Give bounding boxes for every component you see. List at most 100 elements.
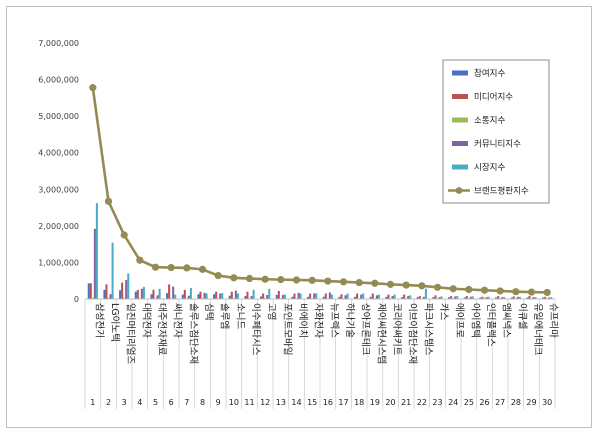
bar-참여지수 bbox=[307, 296, 310, 299]
bar-커뮤니티지수 bbox=[297, 292, 300, 299]
bar-미디어지수 bbox=[387, 294, 390, 299]
x-category-label: 이브이첨단소재 bbox=[407, 303, 418, 364]
bar-미디어지수 bbox=[89, 283, 92, 299]
bar-커뮤니티지수 bbox=[391, 296, 394, 299]
x-category-label: 대덕전자 bbox=[140, 303, 151, 338]
bar-커뮤니티지수 bbox=[454, 296, 457, 299]
x-rank-label: 24 bbox=[448, 398, 458, 407]
x-rank-label: 18 bbox=[354, 398, 364, 407]
bar-참여지수 bbox=[369, 296, 372, 299]
line-point bbox=[198, 265, 207, 273]
x-category-label: 아이엠텍 bbox=[469, 303, 481, 338]
bar-커뮤니티지수 bbox=[156, 295, 159, 299]
bar-참여지수 bbox=[275, 294, 278, 299]
bar-참여지수 bbox=[213, 294, 216, 299]
x-category-label: 포인트모바일 bbox=[281, 303, 292, 355]
x-rank-label: 17 bbox=[338, 398, 348, 407]
bar-시장지수 bbox=[503, 297, 506, 299]
bar-참여지수 bbox=[495, 297, 498, 299]
bar-커뮤니티지수 bbox=[438, 297, 441, 299]
bar-커뮤니티지수 bbox=[281, 294, 284, 299]
legend-entry-label: 브랜드평판지수 bbox=[474, 186, 529, 197]
x-category-label: 자화전자 bbox=[313, 303, 324, 338]
bar-시장지수 bbox=[283, 294, 286, 299]
bar-커뮤니티지수 bbox=[140, 288, 143, 299]
bar-미디어지수 bbox=[230, 291, 233, 299]
y-tick-label: 3,000,000 bbox=[38, 185, 79, 194]
bar-미디어지수 bbox=[465, 296, 468, 299]
bar-시장지수 bbox=[221, 293, 224, 299]
x-category-label: 인터플렉스 bbox=[485, 303, 496, 347]
bar-시장지수 bbox=[424, 288, 427, 299]
bar-시장지수 bbox=[315, 293, 318, 299]
x-rank-label: 6 bbox=[169, 398, 174, 407]
bar-소통지수 bbox=[123, 297, 126, 299]
legend-swatch bbox=[452, 70, 468, 76]
y-tick-label: 1,000,000 bbox=[38, 258, 79, 267]
x-rank-label: 13 bbox=[276, 398, 286, 407]
bar-커뮤니티지수 bbox=[219, 293, 222, 299]
line-point bbox=[543, 288, 551, 297]
bar-커뮤니티지수 bbox=[344, 295, 347, 299]
bar-미디어지수 bbox=[497, 296, 500, 299]
bar-미디어지수 bbox=[544, 296, 547, 299]
x-rank-label: 1 bbox=[90, 398, 95, 407]
x-rank-label: 26 bbox=[479, 398, 489, 407]
bar-미디어지수 bbox=[105, 284, 108, 299]
bar-미디어지수 bbox=[262, 293, 265, 299]
y-axis: 0 1,000,000 2,000,000 3,000,000 4,000,000 5,0… bbox=[38, 39, 79, 304]
legend-entry-label: 시장지수 bbox=[474, 162, 505, 173]
line-point bbox=[183, 264, 191, 272]
bar-참여지수 bbox=[542, 297, 545, 299]
bar-커뮤니티지수 bbox=[548, 297, 551, 299]
bar-참여지수 bbox=[354, 296, 357, 299]
line-point bbox=[277, 276, 285, 284]
bar-시장지수 bbox=[299, 293, 302, 299]
bar-커뮤니티지수 bbox=[234, 290, 237, 299]
x-category-label: 유일에너테크 bbox=[532, 303, 543, 356]
x-rank-label: 28 bbox=[511, 398, 521, 407]
x-category-label: 엠씨넥스 bbox=[501, 303, 513, 338]
bar-미디어지수 bbox=[152, 289, 155, 299]
bar-소통지수 bbox=[107, 297, 110, 299]
line-point bbox=[480, 286, 489, 294]
bar-시장지수 bbox=[440, 296, 443, 299]
bar-커뮤니티지수 bbox=[532, 297, 535, 299]
bar-시장지수 bbox=[236, 293, 239, 299]
bar-미디어지수 bbox=[434, 295, 437, 299]
x-rank-label: 30 bbox=[542, 398, 552, 407]
bar-시장지수 bbox=[518, 296, 521, 299]
bar-참여지수 bbox=[322, 296, 325, 299]
x-category-label: 고영 bbox=[266, 303, 277, 320]
bar-참여지수 bbox=[197, 294, 200, 299]
line-point bbox=[261, 275, 269, 283]
line-point bbox=[527, 288, 536, 296]
x-rank-label: 22 bbox=[417, 398, 427, 407]
bar-미디어지수 bbox=[121, 282, 124, 299]
bar-커뮤니티지수 bbox=[516, 296, 519, 299]
x-category-label: 솔루엠 bbox=[219, 303, 231, 329]
bar-미디어지수 bbox=[324, 293, 327, 299]
bar-커뮤니티지수 bbox=[109, 294, 112, 299]
x-category-label: 일진머티리얼즈 bbox=[125, 303, 136, 364]
bar-미디어지수 bbox=[371, 293, 374, 299]
line-point bbox=[339, 278, 348, 286]
bar-참여지수 bbox=[338, 296, 341, 299]
x-category-label: 비에이치 bbox=[297, 303, 309, 338]
x-category-label: 파크시스템스 bbox=[422, 303, 434, 356]
x-category-label: 이수페타시스 bbox=[250, 303, 261, 356]
line-point bbox=[465, 285, 473, 294]
line-point bbox=[104, 197, 113, 205]
line-point bbox=[214, 271, 222, 280]
bar-커뮤니티지수 bbox=[250, 296, 253, 299]
bar-미디어지수 bbox=[403, 294, 406, 299]
bar-참여지수 bbox=[510, 297, 513, 299]
line-point bbox=[120, 231, 128, 239]
x-category-label: 솔루스첨단소재 bbox=[187, 303, 198, 364]
line-point bbox=[136, 256, 144, 264]
x-rank-label: 3 bbox=[122, 398, 127, 407]
x-rank-label: 9 bbox=[216, 398, 221, 407]
bar-참여지수 bbox=[401, 297, 404, 299]
line-point bbox=[355, 278, 363, 287]
line-point bbox=[418, 282, 426, 290]
